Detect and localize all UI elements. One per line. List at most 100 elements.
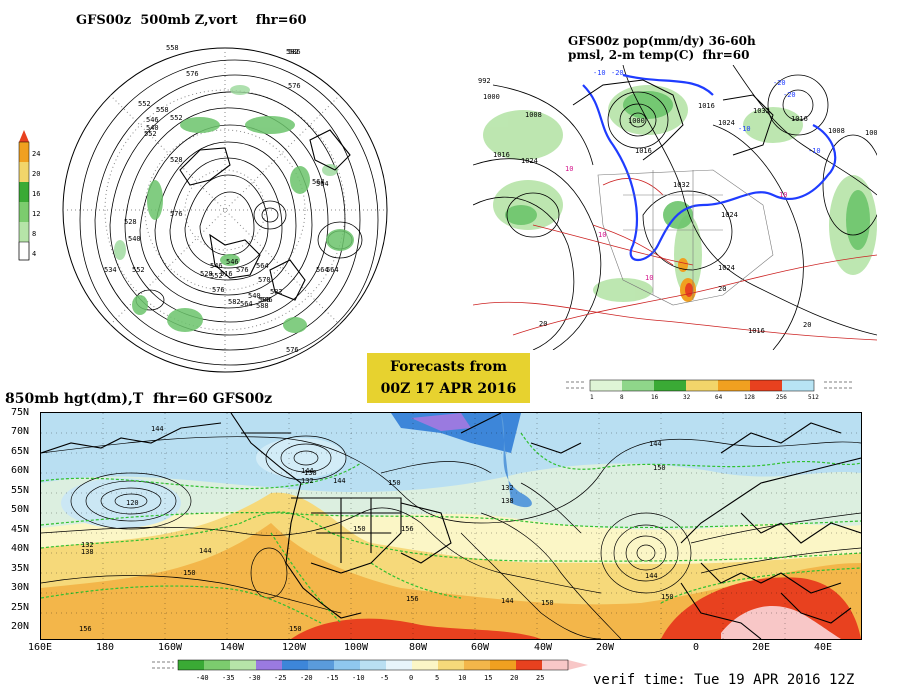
- vort500-contour-label: 552: [170, 114, 183, 122]
- forecast-line-1: Forecasts from: [389, 359, 508, 375]
- hgt850-cbar-label: -35: [222, 674, 235, 682]
- pop-contour-label: 1032: [753, 107, 770, 115]
- pop-temp-label: -10: [808, 147, 821, 155]
- hgt850-contour-label: 120: [126, 499, 139, 507]
- vort500-contour-label: 576: [186, 70, 199, 78]
- lon-label: 160E: [28, 642, 53, 653]
- hgt850-contour-label: 150: [661, 593, 674, 601]
- pop-contour-label: 1024: [521, 157, 538, 165]
- lon-label: 40W: [534, 642, 553, 653]
- hgt850-cbar-label: 5: [435, 674, 439, 682]
- pop-cbar-label: 64: [715, 394, 723, 401]
- pop-temp-label: -20: [783, 91, 796, 99]
- pop-temp-label: -20: [773, 79, 786, 87]
- vort500-contour-label: 582: [286, 48, 299, 56]
- pop-contour-label: 1016: [791, 115, 808, 123]
- vort500-contour-label: 564: [240, 300, 253, 308]
- pop-cbar-label: 32: [683, 394, 691, 401]
- pop-title-line2: pmsl, 2-m temp(C) fhr=60: [568, 48, 750, 62]
- lon-label: 160W: [158, 642, 183, 653]
- vort500-contour-label: 564: [326, 266, 339, 274]
- lat-label: 55N: [11, 485, 30, 496]
- lat-label: 50N: [11, 504, 30, 515]
- pop-contour-label: 1016: [698, 102, 715, 110]
- hgt850-contour-label: 132: [81, 541, 94, 549]
- pop-temp-label: -10: [593, 69, 606, 77]
- vort500-contour-label: 540: [128, 235, 141, 243]
- verif-time: verif time: Tue 19 APR 2016 12Z: [593, 672, 855, 688]
- hgt850-contour-label: 156: [401, 525, 414, 533]
- vort500-contour-label: 528: [124, 218, 137, 226]
- lon-label: 60W: [471, 642, 490, 653]
- pop-temp-label: 20: [718, 285, 726, 293]
- hgt850-contour-label: 150: [541, 599, 554, 607]
- vort500-contour-label: 576: [288, 82, 301, 90]
- vort500-contour-label: 546: [260, 296, 273, 304]
- lat-label: 60N: [11, 465, 30, 476]
- pop-temp-label: 20: [803, 321, 811, 329]
- lat-label: 45N: [11, 524, 30, 535]
- vort500-contour-label: 582: [270, 288, 283, 296]
- pop-temp-label: 10: [779, 191, 787, 199]
- hgt850-contour-label: 132: [501, 484, 514, 492]
- vort500-contour-label: 586: [288, 48, 301, 56]
- hgt850-cbar-label: 25: [536, 674, 544, 682]
- lat-label: 40N: [11, 543, 30, 554]
- lon-label: 40E: [814, 642, 833, 653]
- pop-cbar-label: 128: [744, 394, 755, 401]
- hgt850-cbar-label: -5: [380, 674, 388, 682]
- pop-contour-label: 1024: [721, 211, 738, 219]
- pop-contour-label: 1016: [493, 151, 510, 159]
- hgt850-cbar-label: 10: [458, 674, 466, 682]
- pop-temp-label: 10: [645, 274, 653, 282]
- vort500-cbar-label: 8: [32, 230, 36, 238]
- vort500-contour-label: 528: [170, 156, 183, 164]
- pop-cbar-label: 256: [776, 394, 787, 401]
- pop-temp-label: -20: [611, 69, 624, 77]
- pop-cbar-label: 1: [590, 394, 594, 401]
- pop-contour-label: 1016: [635, 147, 652, 155]
- vort500-contour-label: 564: [316, 180, 329, 188]
- vort500-contour-label: 558: [156, 106, 169, 114]
- vort500-contour-label: 546: [210, 262, 223, 270]
- pop-temp-label: -10: [738, 125, 751, 133]
- hgt850-contour-label: 150: [388, 479, 401, 487]
- vort500-contour-label: 564: [316, 266, 329, 274]
- lat-label: 20N: [11, 621, 30, 632]
- vort500-contour-label: 582: [228, 298, 241, 306]
- pop-contour-label: 1008: [525, 111, 542, 119]
- hgt850-cbar-label: -10: [352, 674, 365, 682]
- hgt850-map: 144 138 144 150 132 138 144 150 156 144 …: [40, 412, 862, 640]
- hgt850-contour-label: 138: [81, 548, 94, 556]
- pop-contour-label: 1032: [673, 181, 690, 189]
- hgt850-contour-label: 138: [501, 497, 514, 505]
- vort500-cbar-label: 16: [32, 190, 40, 198]
- hgt850-cbar-label: -15: [326, 674, 339, 682]
- hgt850-contour-label: 144: [649, 440, 662, 448]
- pop-contour-label: 1000: [628, 117, 645, 125]
- pop-contour-label: 1000: [483, 93, 500, 101]
- vort500-contour-label: 546: [226, 258, 239, 266]
- vort500-contour-label: 558: [166, 44, 179, 52]
- hgt850-contour-label: 144: [501, 597, 514, 605]
- vort500-contour-label: 540: [146, 124, 159, 132]
- lat-label: 65N: [11, 446, 30, 457]
- vort500-contour-label: 576: [212, 286, 225, 294]
- vort500-cbar-label: 20: [32, 170, 40, 178]
- lon-label: 120W: [282, 642, 307, 653]
- lat-label: 30N: [11, 582, 30, 593]
- lon-label: 100W: [344, 642, 369, 653]
- pop-contour-label: 1024: [718, 119, 735, 127]
- hgt850-contour-label: 144: [645, 572, 658, 580]
- vort500-contour-label: 588: [258, 296, 271, 304]
- pop-cbar-label: 16: [651, 394, 659, 401]
- hgt850-cbar-label: -30: [248, 674, 261, 682]
- hgt850-cbar-label: -40: [196, 674, 209, 682]
- lat-label: 75N: [11, 407, 30, 418]
- hgt850-cbar-label: -25: [274, 674, 287, 682]
- hgt850-cbar-label: 20: [510, 674, 518, 682]
- vort500-label-layer: 558 576 552 546 540 528 534 552 582 546 …: [60, 30, 390, 380]
- vort500-contour-label: 576: [286, 346, 299, 354]
- vort500-contour-label: 570: [258, 276, 271, 284]
- vort500-cbar-label: 4: [32, 250, 36, 258]
